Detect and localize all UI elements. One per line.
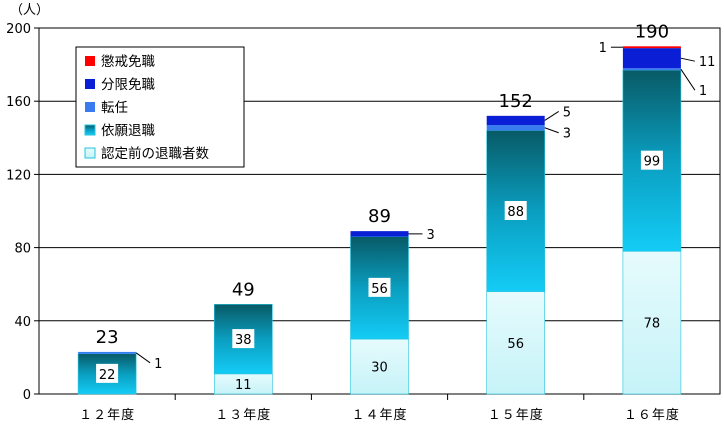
x-category-label: １２年度 <box>79 407 135 423</box>
label-box <box>368 277 391 297</box>
callout-label: 11 <box>699 55 716 70</box>
y-tick-label: 120 <box>6 168 31 183</box>
legend-swatch <box>85 56 95 66</box>
callout-line <box>135 352 151 364</box>
callout-label: 3 <box>427 228 435 243</box>
callout-label: 1 <box>154 357 162 372</box>
y-tick-label: 80 <box>14 242 31 257</box>
total-label: 23 <box>96 327 119 348</box>
bar-segment <box>622 68 681 71</box>
bar-segment <box>350 338 409 395</box>
bar-segment <box>486 124 545 131</box>
legend-label: 懲戒免職 <box>101 54 155 70</box>
legend-swatch <box>85 102 95 112</box>
bar-segment <box>622 250 682 395</box>
y-unit-label: （人） <box>10 3 49 18</box>
y-tick-label: 160 <box>6 95 31 110</box>
total-label: 89 <box>368 206 391 227</box>
x-category-label: １４年度 <box>351 407 407 423</box>
segment-label: 30 <box>371 361 388 376</box>
bar-segment <box>78 351 137 354</box>
segment-label: 11 <box>235 378 252 393</box>
segment-label: 38 <box>235 333 252 348</box>
legend-box <box>75 46 245 168</box>
segment-label: 22 <box>99 368 116 383</box>
bar-segment <box>486 115 545 125</box>
legend-swatch <box>85 79 95 89</box>
segment-label: 56 <box>507 337 524 352</box>
x-axis-categories: １２年度 １３年度 １４年度 １５年度 １６年度 <box>79 407 680 423</box>
bar-segment <box>350 231 409 237</box>
callout-label: 1 <box>599 41 607 56</box>
segment-label: 99 <box>644 155 661 170</box>
legend-swatch <box>84 124 96 136</box>
segment-label: 88 <box>507 205 524 220</box>
callout-label: 1 <box>699 84 707 99</box>
legend-label: 依願退職 <box>101 123 155 139</box>
legend-label: 認定前の退職者数 <box>101 145 209 162</box>
legend-swatch <box>84 147 96 159</box>
total-label: 152 <box>499 91 533 112</box>
legend-label: 転任 <box>101 100 128 116</box>
y-axis-ticks: 0 40 80 120 160 200 <box>6 22 31 403</box>
legend-label: 分限免職 <box>101 77 155 93</box>
label-box <box>232 329 255 349</box>
x-category-label: １６年度 <box>624 407 680 423</box>
label-box <box>504 201 527 220</box>
x-category-label: １５年度 <box>488 407 544 423</box>
label-box <box>640 150 663 170</box>
segment-label: 78 <box>644 317 661 332</box>
label-box <box>96 363 119 383</box>
y-tick-label: 0 <box>23 388 31 403</box>
total-label: 49 <box>232 279 255 300</box>
callout-label: 5 <box>563 105 571 120</box>
y-tick-label: 200 <box>6 22 31 37</box>
callout-line <box>544 127 559 134</box>
callout-line <box>680 57 696 62</box>
callout-line <box>680 68 696 91</box>
total-label: 190 <box>635 21 669 42</box>
bar-segment <box>486 291 546 395</box>
callout-label: 3 <box>563 127 571 142</box>
bar-segment <box>622 48 681 69</box>
callout-line <box>544 110 559 121</box>
bar-segment <box>622 46 681 49</box>
segment-label: 56 <box>371 282 388 297</box>
x-category-label: １３年度 <box>215 407 271 423</box>
y-tick-label: 40 <box>14 315 31 330</box>
